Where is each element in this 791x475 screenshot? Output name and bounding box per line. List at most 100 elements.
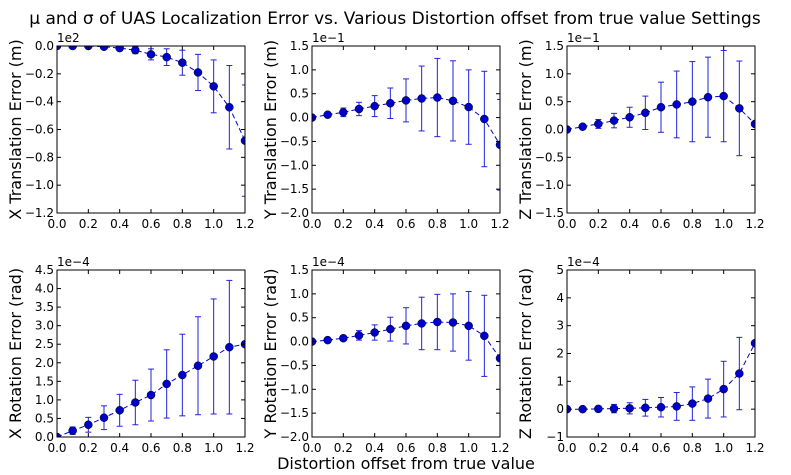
plot-marks [567, 336, 755, 421]
x-tick-label: 0.6 [141, 217, 160, 231]
x-tick-label: 0.0 [47, 217, 66, 231]
y-offset-label: 1e−4 [567, 255, 600, 269]
plot-marks [312, 57, 500, 191]
x-tick-label: 0.2 [334, 441, 353, 455]
subplot-3: 0.0 0.2 0.4 0.6 0.8 1.0 1.2 −1.5 −1.0 −0.5 0.0 0.5 1… [516, 31, 765, 231]
x-tick-label: 0.0 [47, 441, 66, 455]
y-tick-label: 1.0 [290, 63, 309, 77]
data-point [735, 369, 744, 378]
data-point [688, 97, 697, 106]
x-tick-label: 1.0 [204, 217, 223, 231]
data-point [386, 99, 395, 108]
x-tick-label: 0.8 [173, 441, 192, 455]
y-axis-label: X Rotation Error (rad) [6, 268, 25, 439]
y-axis-label: Y Rotation Error (rad) [261, 269, 280, 440]
y-axis-label: Z Translation Error (m) [516, 39, 535, 219]
x-tick-label: 0.2 [589, 217, 608, 231]
y-offset-label: 1e−4 [312, 255, 345, 269]
data-point [225, 102, 234, 112]
x-tick-label: 1.2 [490, 441, 509, 455]
x-tick-label: 1.0 [459, 217, 478, 231]
y-tick-label: 0.0 [290, 335, 309, 349]
x-tick-label: 1.0 [714, 217, 733, 231]
x-tick-label: 0.4 [620, 441, 639, 455]
subplot-1: 0.0 0.2 0.4 0.6 0.8 1.0 1.2 −1.2 −1.0 −0.8 −0.6 −0.… [6, 31, 255, 231]
y-tick-label: 2.5 [35, 337, 54, 351]
y-tick-label: −0.8 [25, 150, 54, 164]
y-tick-label: −1.0 [535, 178, 564, 192]
y-tick-label: 4.0 [35, 282, 54, 296]
y-tick-label: 1 [556, 374, 564, 388]
data-point [750, 119, 755, 129]
data-point [578, 122, 587, 131]
x-tick-label: 0.8 [428, 441, 447, 455]
y-tick-label: 3 [556, 319, 564, 333]
y-tick-label: −1.2 [25, 206, 54, 220]
x-tick-label: 0.6 [141, 441, 160, 455]
data-point [131, 46, 140, 55]
y-tick-label: −1.0 [25, 178, 54, 192]
x-tick-label: 0.8 [173, 217, 192, 231]
data-point [641, 108, 650, 118]
data-point [99, 413, 109, 422]
data-point [209, 352, 218, 361]
data-point [209, 82, 218, 91]
y-offset-label: 1e−1 [567, 31, 600, 45]
data-point [719, 91, 728, 101]
data-point [448, 96, 458, 106]
data-point [225, 342, 234, 352]
x-tick-label: 0.8 [428, 217, 447, 231]
y-tick-label: −1.5 [280, 182, 309, 196]
y-tick-label: 1.5 [545, 39, 564, 53]
x-tick-label: 1.0 [714, 441, 733, 455]
y-tick-label: −2.0 [280, 206, 309, 220]
subplot-2: 0.0 0.2 0.4 0.6 0.8 1.0 1.2 −2.0 −1.5 −1.0 −0.5 0.0… [261, 31, 510, 231]
data-point [495, 354, 500, 363]
x-tick-label: 0.0 [557, 217, 576, 231]
x-tick-label: 0.4 [365, 217, 384, 231]
y-tick-label: 3.0 [35, 319, 54, 333]
y-tick-label: 4.5 [35, 263, 54, 277]
data-point [401, 96, 411, 105]
x-tick-label: 0.2 [79, 217, 98, 231]
data-point [339, 333, 348, 343]
y-tick-label: −1 [546, 430, 564, 444]
x-tick-label: 0.4 [620, 217, 639, 231]
data-point [703, 92, 713, 102]
data-point [625, 404, 634, 413]
data-point [433, 317, 442, 327]
y-tick-label: 2.0 [35, 356, 54, 370]
y-tick-label: 2 [556, 347, 564, 361]
data-point [193, 68, 203, 77]
data-point [323, 110, 332, 119]
x-tick-label: 0.2 [589, 441, 608, 455]
plot-area [312, 46, 500, 213]
y-tick-label: 0.5 [290, 87, 309, 101]
x-tick-label: 0.8 [683, 217, 702, 231]
plot-marks [567, 49, 755, 157]
plot-marks [57, 46, 245, 197]
x-tick-label: 1.2 [490, 217, 509, 231]
y-tick-label: −2.0 [280, 430, 309, 444]
y-tick-label: −0.5 [280, 134, 309, 148]
data-point [417, 94, 426, 103]
x-tick-label: 0.0 [302, 441, 321, 455]
data-point [480, 331, 489, 341]
plot-area [57, 46, 245, 213]
data-point [480, 114, 489, 124]
shared-x-axis-label: Distortion offset from true value [277, 454, 535, 473]
y-tick-label: 1.5 [290, 39, 309, 53]
data-point [370, 101, 379, 111]
x-tick-label: 0.8 [683, 441, 702, 455]
data-point [68, 46, 77, 51]
data-point [354, 331, 364, 340]
data-point [433, 93, 442, 102]
x-tick-label: 0.2 [334, 217, 353, 231]
y-tick-label: 0.5 [290, 311, 309, 325]
data-point [688, 399, 697, 408]
x-tick-label: 0.6 [651, 441, 670, 455]
data-point [193, 361, 203, 370]
y-tick-label: 3.5 [35, 300, 54, 314]
x-tick-label: 0.0 [302, 217, 321, 231]
